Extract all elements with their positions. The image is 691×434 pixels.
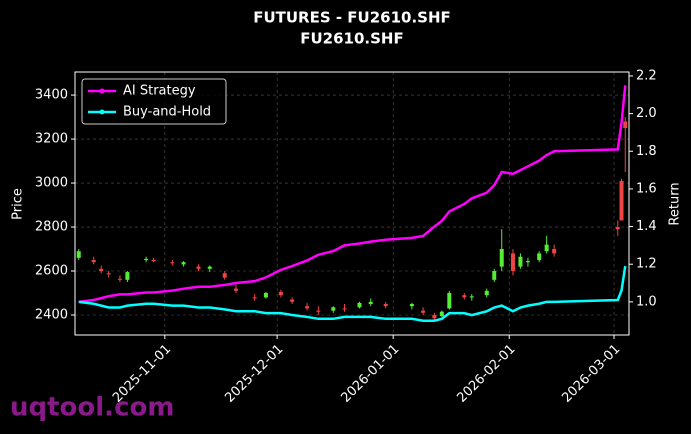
candle-body: [125, 272, 130, 280]
candle-body: [499, 249, 504, 267]
candle-body: [518, 256, 523, 267]
candle-body: [383, 303, 388, 307]
y2-tick-label: 1.4: [636, 219, 657, 234]
candle-body: [619, 180, 624, 221]
candle-body: [263, 292, 268, 298]
candle-body: [484, 290, 489, 296]
candle-body: [510, 253, 515, 272]
y2-tick-label: 2.0: [636, 106, 657, 121]
candle-body: [170, 262, 175, 264]
chart-title: FUTURES - FU2610.SHF: [253, 9, 451, 27]
candle-body: [181, 262, 186, 265]
legend-marker: [99, 109, 105, 115]
candle-body: [537, 253, 542, 261]
watermark: uqtool.com: [10, 393, 174, 423]
y-tick-label: 2600: [35, 264, 68, 279]
candle-body: [316, 310, 321, 312]
candle-body: [278, 291, 283, 296]
candle-body: [207, 266, 212, 269]
candle-body: [252, 297, 257, 299]
line-series: [78, 85, 627, 304]
legend-label: Buy-and-Hold: [123, 105, 211, 120]
y2-axis-label: Return: [668, 182, 683, 225]
chart-subtitle: FU2610.SHF: [300, 30, 403, 48]
legend-marker: [99, 88, 105, 94]
y2-tick-label: 1.0: [636, 294, 657, 309]
candle-body: [439, 311, 444, 317]
candle-body: [462, 295, 467, 298]
legend-label: AI Strategy: [123, 84, 196, 99]
candle-body: [233, 288, 238, 291]
plot-frame: [74, 71, 630, 336]
y-tick-label: 2800: [35, 220, 68, 235]
candle-body: [552, 249, 557, 254]
candle-body: [222, 273, 227, 278]
candle-body: [305, 306, 310, 309]
legend-box: [81, 78, 227, 125]
candle-body: [432, 314, 437, 319]
y-tick-label: 3200: [35, 132, 68, 147]
y2-tick-label: 2.2: [636, 68, 657, 83]
candle-body: [357, 302, 362, 308]
candle-body: [544, 244, 549, 252]
candle-body: [196, 266, 201, 269]
y-axis-label: Price: [11, 188, 26, 220]
candle-body: [106, 273, 111, 275]
y-tick-label: 2400: [35, 307, 68, 322]
y-tick-label: 3400: [35, 88, 68, 103]
candle-body: [368, 301, 373, 304]
y2-tick-label: 1.2: [636, 257, 657, 272]
candle-body: [615, 227, 620, 230]
candle-body: [525, 261, 530, 263]
candle-body: [469, 296, 474, 298]
y2-tick-label: 1.8: [636, 144, 657, 159]
y2-tick-label: 1.6: [636, 181, 657, 196]
candle-body: [331, 307, 336, 311]
line-series: [78, 265, 627, 322]
candle-body: [99, 268, 104, 272]
candle-body: [290, 299, 295, 302]
candle-body: [144, 258, 149, 261]
candle-body: [91, 260, 96, 263]
candle-body: [151, 260, 156, 262]
candle-body: [492, 271, 497, 280]
candle-body: [421, 310, 426, 313]
candle-body: [447, 292, 452, 309]
candle-body: [409, 303, 414, 307]
candle-body: [76, 251, 81, 258]
candle-body: [623, 121, 628, 129]
y-tick-label: 3000: [35, 176, 68, 191]
candle-body: [342, 308, 347, 310]
candle-body: [117, 278, 122, 280]
